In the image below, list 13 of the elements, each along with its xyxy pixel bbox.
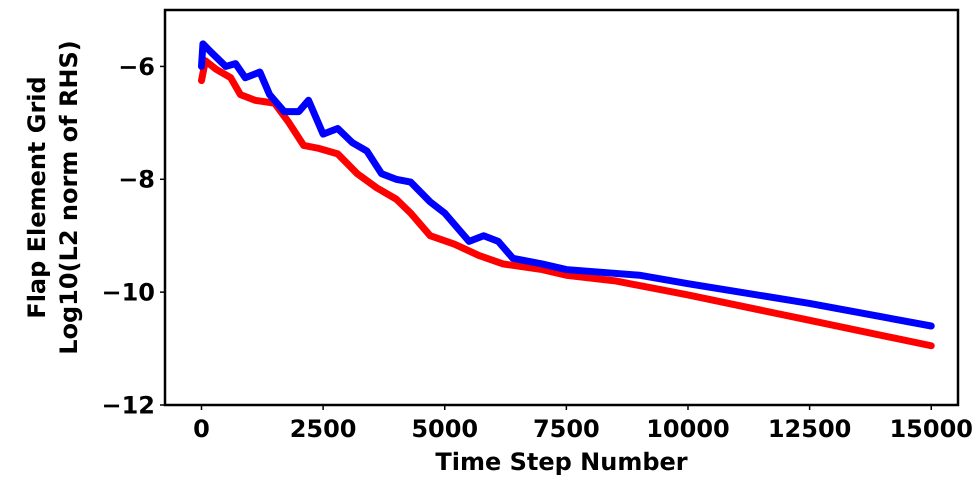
x-tick-label: 5000	[411, 415, 478, 443]
y-tick-label: −6	[118, 52, 155, 81]
x-tick-label: 10000	[646, 415, 730, 443]
x-axis-title: Time Step Number	[435, 448, 688, 476]
x-tick-label: 15000	[889, 415, 973, 443]
y-tick-label: −10	[101, 278, 155, 307]
y-axis-title: Flap Element Grid Log10(L2 norm of RHS)	[23, 40, 83, 355]
y-tick-label: −12	[101, 391, 155, 420]
x-tick-label: 0	[193, 415, 210, 443]
x-tick-label: 7500	[532, 415, 600, 443]
y-tick-label: −8	[118, 166, 155, 194]
x-tick-label: 2500	[290, 415, 357, 443]
x-tick-label: 12500	[768, 415, 852, 443]
